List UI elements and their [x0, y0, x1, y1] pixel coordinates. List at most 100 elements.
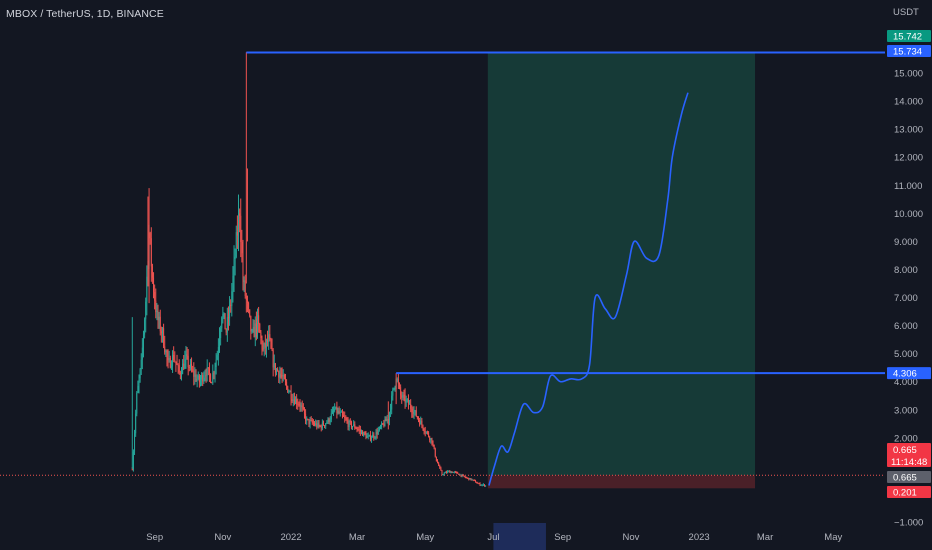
projection-curve	[488, 92, 689, 486]
candle-body	[470, 478, 472, 481]
candle-body	[415, 410, 417, 417]
y-tick-label: 15.000	[894, 69, 923, 80]
candle-body	[324, 425, 326, 427]
candle-body	[385, 418, 387, 422]
candle-body	[219, 337, 221, 348]
candle-body	[308, 419, 310, 425]
x-tick-label: Sep	[146, 532, 163, 543]
candle-body	[439, 465, 441, 468]
candle-body	[188, 367, 190, 368]
candle-body	[238, 213, 240, 236]
candle-body	[397, 379, 399, 384]
candle-body	[468, 477, 470, 480]
candle-body	[322, 422, 324, 426]
candle-body	[154, 291, 156, 301]
candle-body	[478, 483, 480, 485]
candle-body	[163, 328, 165, 347]
candle-body	[331, 410, 333, 414]
candle-body	[422, 425, 424, 429]
candle-body	[268, 334, 270, 342]
candle-body	[235, 232, 237, 257]
candle-body	[170, 366, 172, 368]
candle-body	[317, 422, 319, 427]
candle-body	[229, 304, 231, 319]
candle-body	[290, 391, 292, 400]
candle-body	[303, 408, 305, 414]
y-tick-label: 7.000	[894, 293, 918, 304]
candle-body	[402, 394, 404, 398]
candle-body	[375, 432, 377, 438]
candle-body	[325, 423, 327, 426]
candle-body	[429, 436, 431, 440]
candle-body	[197, 375, 199, 379]
candle-body	[409, 403, 411, 405]
candle-body	[326, 422, 328, 424]
candle-body	[404, 394, 406, 403]
candle-body	[187, 355, 189, 368]
candle-body	[139, 369, 141, 379]
x-tick-label: May	[824, 532, 842, 543]
candle-body	[153, 277, 155, 292]
candle-body	[454, 471, 456, 473]
y-tick-label: 6.000	[894, 321, 918, 332]
time-axis[interactable]: Sep Nov 2022 Mar May Jul Sep Nov 2023 Mar May	[146, 532, 842, 543]
y-tick-label: 9.000	[894, 237, 918, 248]
y-tick-label: 14.000	[894, 97, 923, 108]
candle-body	[463, 475, 465, 477]
candle-body	[164, 346, 166, 353]
candle-body	[151, 266, 153, 278]
price-axis[interactable]: USDT −1.000 2.000 3.000 4.000 5.000 6.000 7.000…	[893, 7, 923, 529]
candle-body	[347, 421, 349, 428]
candle-body	[302, 407, 304, 409]
y-tick-label: 13.000	[894, 125, 923, 136]
candle-body	[195, 374, 197, 381]
x-tick-label: 2023	[689, 532, 710, 543]
candle-body	[157, 311, 159, 321]
resistance-tag: 4.306	[893, 369, 917, 380]
candle-body	[469, 478, 471, 480]
candle-body	[343, 415, 345, 417]
candle-body	[473, 479, 475, 481]
candle-body	[432, 442, 434, 445]
drawn-lines	[0, 51, 885, 476]
candle-body	[278, 371, 280, 378]
candle-body	[214, 366, 216, 374]
candle-body	[391, 395, 393, 410]
candle-body	[183, 363, 185, 369]
stop-tag: 0.201	[893, 488, 917, 499]
candle-body	[315, 423, 317, 426]
candle-body	[236, 232, 238, 236]
candle-body	[292, 399, 294, 401]
candle-body	[150, 238, 152, 267]
candle-body	[186, 354, 188, 356]
candle-body	[296, 399, 298, 405]
candle-body	[283, 374, 285, 380]
candle-body	[356, 428, 358, 430]
candle-body	[314, 423, 316, 426]
x-tick-label: Jul	[487, 532, 499, 543]
current-price-tag: 0.665	[893, 445, 917, 456]
candle-body	[216, 355, 218, 360]
currency-label: USDT	[893, 7, 919, 18]
symbol-title: MBOX / TetherUS, 1D, BINANCE	[6, 8, 164, 20]
candle-body	[472, 479, 474, 481]
candle-body	[212, 372, 214, 384]
time-axis-selection	[493, 523, 546, 550]
candle-body	[132, 451, 134, 470]
candle-body	[223, 313, 225, 314]
candle-body	[298, 404, 300, 406]
candle-body	[419, 420, 421, 425]
candle-body	[172, 354, 174, 367]
candle-body	[282, 374, 284, 377]
candle-body	[357, 429, 359, 431]
y-tick-label: 12.000	[894, 153, 923, 164]
candle-body	[140, 359, 142, 370]
candle-body	[169, 358, 171, 368]
candle-body	[274, 363, 276, 373]
candle-body	[179, 372, 181, 375]
candle-body	[445, 472, 447, 473]
candle-body	[149, 232, 151, 239]
candle-body	[273, 363, 275, 368]
y-tick-label: 2.000	[894, 433, 918, 444]
